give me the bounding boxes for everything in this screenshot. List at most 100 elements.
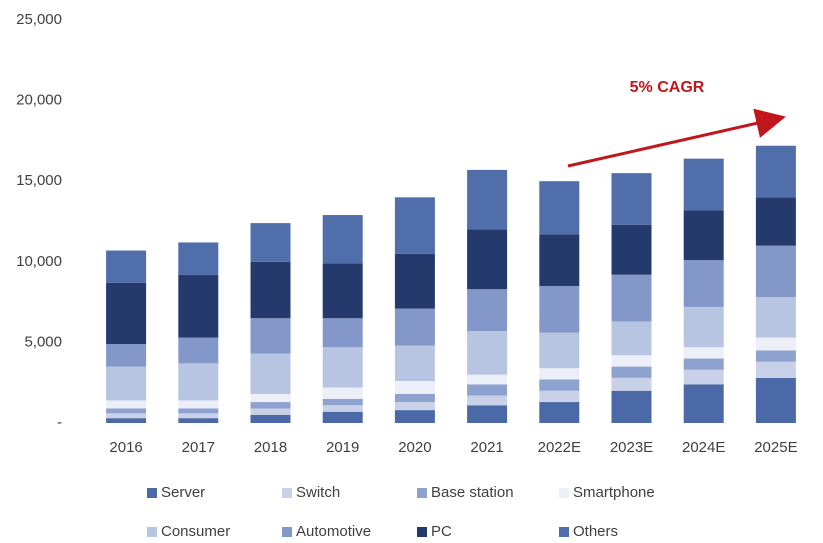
bar-segment (755, 297, 796, 338)
legend-label: Base station (431, 484, 514, 501)
bar-segment (611, 355, 652, 367)
bar-segment (755, 145, 796, 198)
legend-swatch (559, 488, 569, 498)
bar-segment (683, 369, 724, 385)
bar-segment (250, 223, 291, 262)
bar-segment (178, 408, 219, 414)
bar-segment (467, 229, 508, 290)
bar-segment (106, 282, 147, 345)
bar-segment (250, 393, 291, 403)
bar-segment (683, 358, 724, 370)
x-tick-label: 2017 (182, 439, 215, 456)
legend-label: Automotive (296, 523, 371, 540)
x-tick-label: 2018 (254, 439, 287, 456)
bar-segment (539, 390, 580, 403)
bar-segment (178, 363, 219, 401)
bar-segment (539, 181, 580, 235)
bar-segment (755, 361, 796, 378)
x-tick-label: 2022E (538, 439, 581, 456)
x-tick-label: 2024E (682, 439, 725, 456)
y-tick-label: 5,000 (24, 333, 62, 350)
legend-label: Server (161, 484, 205, 501)
bar-segment (178, 242, 219, 275)
bar-segment (322, 318, 363, 348)
y-tick-label: 20,000 (16, 92, 62, 109)
bar-segment (178, 400, 219, 409)
bar-segment (394, 393, 435, 403)
bar-segment (467, 331, 508, 375)
bar-segment (106, 413, 147, 419)
bar-segment (250, 318, 291, 354)
bar-segment (467, 384, 508, 396)
bar-segment (322, 405, 363, 412)
bar-segment (250, 261, 291, 319)
legend-label: Switch (296, 484, 340, 501)
bar-segment (467, 169, 508, 230)
bar-segment (322, 347, 363, 388)
bar-segment (611, 390, 652, 423)
x-tick-label: 2021 (470, 439, 503, 456)
bar-segment (106, 418, 147, 423)
bar-segment (322, 387, 363, 399)
bar-segment (106, 344, 147, 367)
bar-segment (611, 173, 652, 225)
x-tick-label: 2023E (610, 439, 653, 456)
bar-segment (106, 400, 147, 409)
legend-label: PC (431, 523, 452, 540)
bar-segment (755, 245, 796, 298)
x-tick-label: 2020 (398, 439, 431, 456)
bar-segment (755, 197, 796, 246)
bar-segment (755, 377, 796, 423)
cagr-arrow (567, 108, 786, 168)
x-tick-label: 2016 (109, 439, 142, 456)
bar-segment (539, 379, 580, 391)
bar-segment (683, 347, 724, 359)
legend-label: Others (573, 523, 618, 540)
legend-swatch (417, 488, 427, 498)
bar-segment (683, 260, 724, 307)
bar-segment (467, 405, 508, 423)
bar-segment (178, 337, 219, 364)
bar-segment (611, 274, 652, 322)
legend-swatch (147, 527, 157, 537)
bar-segment (394, 197, 435, 254)
bar-segment (539, 402, 580, 423)
bar-segment (250, 414, 291, 423)
bar-segment (394, 253, 435, 309)
y-tick-label: 15,000 (16, 172, 62, 189)
annotation: 5% CAGR (630, 79, 705, 96)
bar-segment (683, 158, 724, 211)
bar-segment (250, 402, 291, 409)
legend-label: Consumer (161, 523, 230, 540)
legend-label: Smartphone (573, 484, 655, 501)
bar-segment (322, 215, 363, 264)
bar-segment (322, 411, 363, 423)
bar-segment (178, 274, 219, 338)
legend-swatch (147, 488, 157, 498)
bar-segment (394, 402, 435, 411)
bar-segment (467, 395, 508, 406)
bar-segment (178, 418, 219, 423)
bar-segment (539, 368, 580, 380)
bar-segment (394, 308, 435, 346)
x-tick-label: 2025E (754, 439, 797, 456)
y-tick-label: 25,000 (16, 11, 62, 28)
bar-segment (611, 377, 652, 391)
x-tick-label: 2019 (326, 439, 359, 456)
bar-segment (106, 250, 147, 283)
bar-segment (611, 321, 652, 356)
bar-segment (106, 366, 147, 401)
legend-swatch (282, 488, 292, 498)
bar-segment (322, 398, 363, 406)
bar-segment (394, 345, 435, 382)
bar-segment (250, 353, 291, 394)
bar-segment (683, 306, 724, 348)
bar-segment (178, 413, 219, 419)
bar-segment (322, 263, 363, 319)
bar-segment (539, 285, 580, 333)
bar-segment (539, 234, 580, 286)
bar-segment (611, 366, 652, 378)
bar-segment (394, 381, 435, 394)
bar-segment (539, 332, 580, 369)
